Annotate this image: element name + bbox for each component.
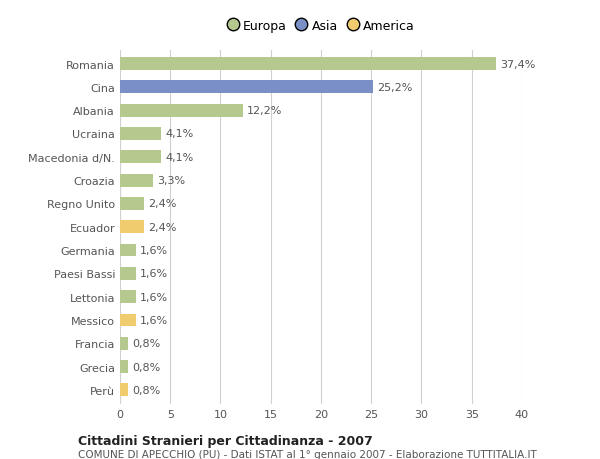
Bar xyxy=(120,360,128,373)
Text: 4,1%: 4,1% xyxy=(165,152,193,162)
Text: 37,4%: 37,4% xyxy=(500,60,535,69)
Bar xyxy=(120,337,128,350)
Text: 1,6%: 1,6% xyxy=(140,246,168,256)
Bar xyxy=(120,58,496,71)
Text: 2,4%: 2,4% xyxy=(148,222,176,232)
Bar xyxy=(120,291,136,303)
Bar xyxy=(120,174,153,187)
Bar xyxy=(120,151,161,164)
Text: 12,2%: 12,2% xyxy=(247,106,282,116)
Text: Cittadini Stranieri per Cittadinanza - 2007: Cittadini Stranieri per Cittadinanza - 2… xyxy=(78,434,373,447)
Text: 0,8%: 0,8% xyxy=(132,338,160,348)
Text: 0,8%: 0,8% xyxy=(132,362,160,372)
Bar xyxy=(120,221,144,234)
Bar xyxy=(120,267,136,280)
Bar xyxy=(120,244,136,257)
Bar xyxy=(120,314,136,327)
Bar xyxy=(120,128,161,140)
Bar xyxy=(120,105,242,118)
Legend: Europa, Asia, America: Europa, Asia, America xyxy=(225,18,417,36)
Text: 25,2%: 25,2% xyxy=(377,83,413,93)
Text: 2,4%: 2,4% xyxy=(148,199,176,209)
Text: 0,8%: 0,8% xyxy=(132,385,160,395)
Bar xyxy=(120,197,144,210)
Bar xyxy=(120,81,373,94)
Text: 1,6%: 1,6% xyxy=(140,292,168,302)
Text: 4,1%: 4,1% xyxy=(165,129,193,139)
Text: 3,3%: 3,3% xyxy=(157,176,185,186)
Bar xyxy=(120,384,128,397)
Text: COMUNE DI APECCHIO (PU) - Dati ISTAT al 1° gennaio 2007 - Elaborazione TUTTITALI: COMUNE DI APECCHIO (PU) - Dati ISTAT al … xyxy=(78,449,537,459)
Text: 1,6%: 1,6% xyxy=(140,269,168,279)
Text: 1,6%: 1,6% xyxy=(140,315,168,325)
